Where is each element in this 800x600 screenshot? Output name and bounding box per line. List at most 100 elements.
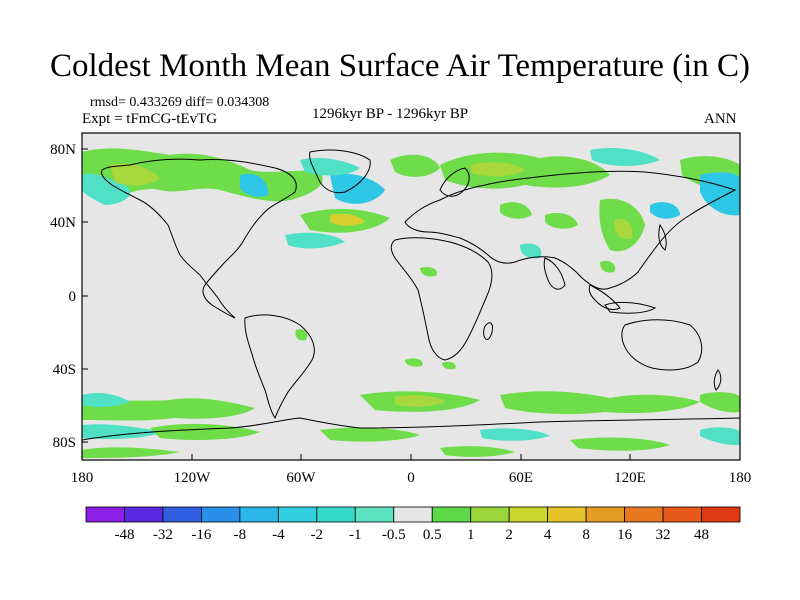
page-title: Coldest Month Mean Surface Air Temperatu… (50, 48, 750, 84)
colorbar-swatch (124, 506, 164, 523)
colorbar-label: 1 (467, 527, 475, 543)
lon-label: 60W (286, 470, 316, 486)
anomaly-region (330, 173, 385, 204)
coastline (604, 301, 657, 314)
coastline (404, 170, 737, 290)
season-label: ANN (704, 111, 737, 127)
anomaly-region (390, 154, 440, 177)
coastlines (82, 149, 740, 441)
period-label: 1296kyr BP - 1296kyr BP (312, 106, 469, 122)
anomaly-region (570, 437, 670, 451)
lon-label: 180 (729, 470, 752, 486)
coastline (309, 149, 371, 194)
anomaly-region (500, 202, 532, 219)
colorbar-label: 0.5 (423, 527, 442, 543)
coastline (101, 158, 297, 319)
colorbar-swatch (508, 506, 549, 523)
coastline (543, 257, 566, 290)
colorbar-swatch (393, 506, 433, 523)
colorbar-label: -4 (272, 527, 285, 543)
colorbar-label: -32 (153, 527, 173, 543)
lon-labels: 180 120W 60W 0 60E 120E 180 (71, 470, 752, 486)
coastline (82, 417, 740, 441)
anomaly-region (480, 428, 550, 441)
colorbar-swatch (701, 506, 741, 523)
anomaly-region (110, 163, 160, 186)
lat-labels: 80N 40N 0 40S 80S (50, 142, 76, 451)
anomaly-region (590, 148, 660, 166)
anomaly-region (520, 243, 542, 259)
colorbar-swatch (239, 506, 279, 523)
colorbar-swatch (431, 506, 472, 523)
anomaly-region (240, 173, 269, 198)
axis-ticks (81, 148, 741, 460)
anomaly-region (700, 427, 740, 446)
colorbar-label: 2 (505, 527, 513, 543)
anomaly-region (405, 358, 423, 367)
coastline (483, 322, 493, 340)
anomaly-region (442, 361, 456, 370)
lon-label: 120W (174, 470, 212, 486)
colorbar-swatch (662, 506, 702, 523)
lon-label: 120E (614, 470, 646, 486)
colorbar-swatch (316, 506, 356, 523)
anomaly-region (470, 162, 525, 177)
anomaly-region (285, 232, 345, 249)
anomaly-region (420, 267, 438, 277)
lat-label: 80N (50, 142, 76, 158)
anomaly-region (295, 329, 308, 341)
lat-label: 40N (50, 215, 76, 231)
colorbar-label: -8 (234, 527, 247, 543)
anomaly-region (82, 173, 131, 205)
anomaly-region (600, 260, 616, 273)
lon-label: 0 (407, 470, 415, 486)
anomaly-region (82, 392, 130, 407)
coastline (658, 223, 667, 251)
colorbar-label: 8 (582, 527, 590, 543)
anomaly-region (440, 446, 515, 457)
coastline (621, 319, 703, 371)
anomaly-fields (82, 148, 740, 458)
colorbar-swatch (354, 506, 395, 523)
colorbar-label: 48 (694, 527, 709, 543)
colorbar-swatch (85, 506, 125, 523)
colorbar-label: 4 (544, 527, 552, 543)
anomaly-region (440, 152, 610, 189)
colorbar-swatch (470, 506, 510, 523)
colorbar-label: 32 (656, 527, 671, 543)
lon-label: 180 (71, 470, 94, 486)
coastline (244, 314, 315, 420)
colorbar-label: -48 (114, 527, 134, 543)
anomaly-region (500, 391, 700, 415)
colorbar-swatch (162, 506, 202, 523)
anomaly-region (82, 447, 180, 458)
lat-label: 0 (69, 289, 77, 305)
lat-label: 40S (53, 362, 76, 378)
colorbar-swatch (277, 506, 318, 523)
colorbar-label: -0.5 (382, 527, 406, 543)
lat-label: 80S (53, 435, 76, 451)
colorbar-label: 16 (617, 527, 633, 543)
colorbar (85, 506, 741, 523)
colorbar-label: -1 (349, 527, 362, 543)
colorbar-swatch (624, 506, 664, 523)
colorbar-swatch (585, 506, 625, 523)
colorbar-swatch (201, 506, 241, 523)
anomaly-region (545, 213, 578, 229)
colorbar-swatch (547, 506, 587, 523)
colorbar-labels: -48 -32 -16 -8 -4 -2 -1 -0.5 0.5 1 2 4 8 16 32 48 (114, 527, 709, 543)
anomaly-region (82, 398, 255, 421)
stats-label: rmsd= 0.433269 diff= 0.034308 (90, 95, 270, 110)
coastline (390, 237, 493, 361)
anomaly-region (614, 218, 633, 240)
lon-label: 60E (509, 470, 533, 486)
anomaly-region (320, 427, 420, 442)
anomaly-region (650, 202, 680, 219)
coastline (713, 369, 722, 391)
anomaly-region (395, 395, 445, 407)
colorbar-label: -2 (311, 527, 324, 543)
experiment-label: Expt = tFmCG-tEvTG (82, 111, 218, 127)
colorbar-label: -16 (191, 527, 211, 543)
coastline (439, 167, 470, 197)
